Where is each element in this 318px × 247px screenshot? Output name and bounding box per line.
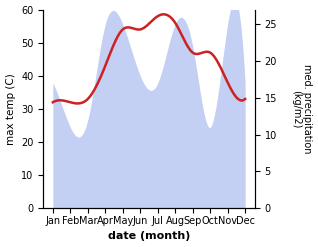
X-axis label: date (month): date (month) bbox=[108, 231, 190, 242]
Y-axis label: max temp (C): max temp (C) bbox=[5, 73, 16, 145]
Y-axis label: med. precipitation
(kg/m2): med. precipitation (kg/m2) bbox=[291, 64, 313, 154]
